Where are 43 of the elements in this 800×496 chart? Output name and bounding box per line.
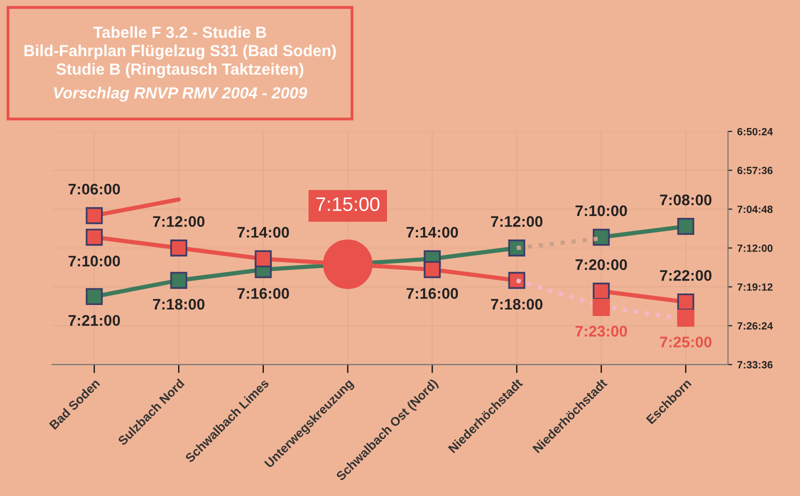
data-label: 7:20:00 [576, 259, 627, 270]
data-label: 7:12:00 [153, 216, 204, 227]
data-label: 7:10:00 [576, 205, 627, 216]
point [86, 228, 103, 246]
data-label: 7:12:00 [491, 216, 542, 227]
point [508, 240, 526, 256]
chart-title: Tabelle F 3.2 - Studie B Bild-Fahrplan Flügelzug S31 (Bad Soden) Studie B (Ringtausch Taktzeiten) [24, 26, 336, 78]
point [677, 294, 694, 310]
point [424, 261, 441, 278]
data-label: 7:15:00 [316, 197, 380, 212]
y-tick-label: 6:57:36 [737, 166, 773, 174]
data-label: 7:25:00 [660, 336, 712, 348]
point [170, 272, 188, 289]
point [677, 310, 694, 327]
y-tick-label: 7:19:12 [737, 283, 773, 291]
y-tick-label: 7:12:00 [737, 244, 773, 252]
data-label: 7:16:00 [238, 288, 289, 299]
data-label: 7:14:00 [406, 226, 458, 238]
y-tick-label: 7:33:36 [737, 361, 773, 368]
point [86, 288, 103, 306]
data-label: 7:06:00 [68, 184, 120, 195]
data-label: 7:18:00 [153, 298, 204, 310]
point [592, 228, 610, 246]
point [170, 240, 188, 256]
data-label: 7:21:00 [68, 315, 120, 326]
data-label: 7:10:00 [68, 256, 120, 266]
point [677, 218, 694, 235]
point [592, 282, 610, 300]
data-label: 7:23:00 [576, 326, 627, 337]
point [592, 298, 610, 316]
data-label: 7:16:00 [406, 288, 458, 299]
point [323, 239, 372, 289]
point [254, 250, 272, 268]
data-label: 7:22:00 [660, 270, 712, 281]
chart-subtitle: Vorschlag RNVP RMV 2004 - 2009 [54, 86, 308, 102]
data-label: 7:08:00 [660, 194, 712, 206]
y-tick-label: 6:50:24 [737, 128, 773, 136]
point [86, 207, 103, 224]
data-label: 7:18:00 [491, 298, 542, 310]
y-tick-label: 7:04:48 [737, 206, 773, 214]
y-tick-label: 7:26:24 [737, 322, 773, 330]
data-label: 7:14:00 [238, 226, 289, 238]
point [508, 272, 526, 289]
